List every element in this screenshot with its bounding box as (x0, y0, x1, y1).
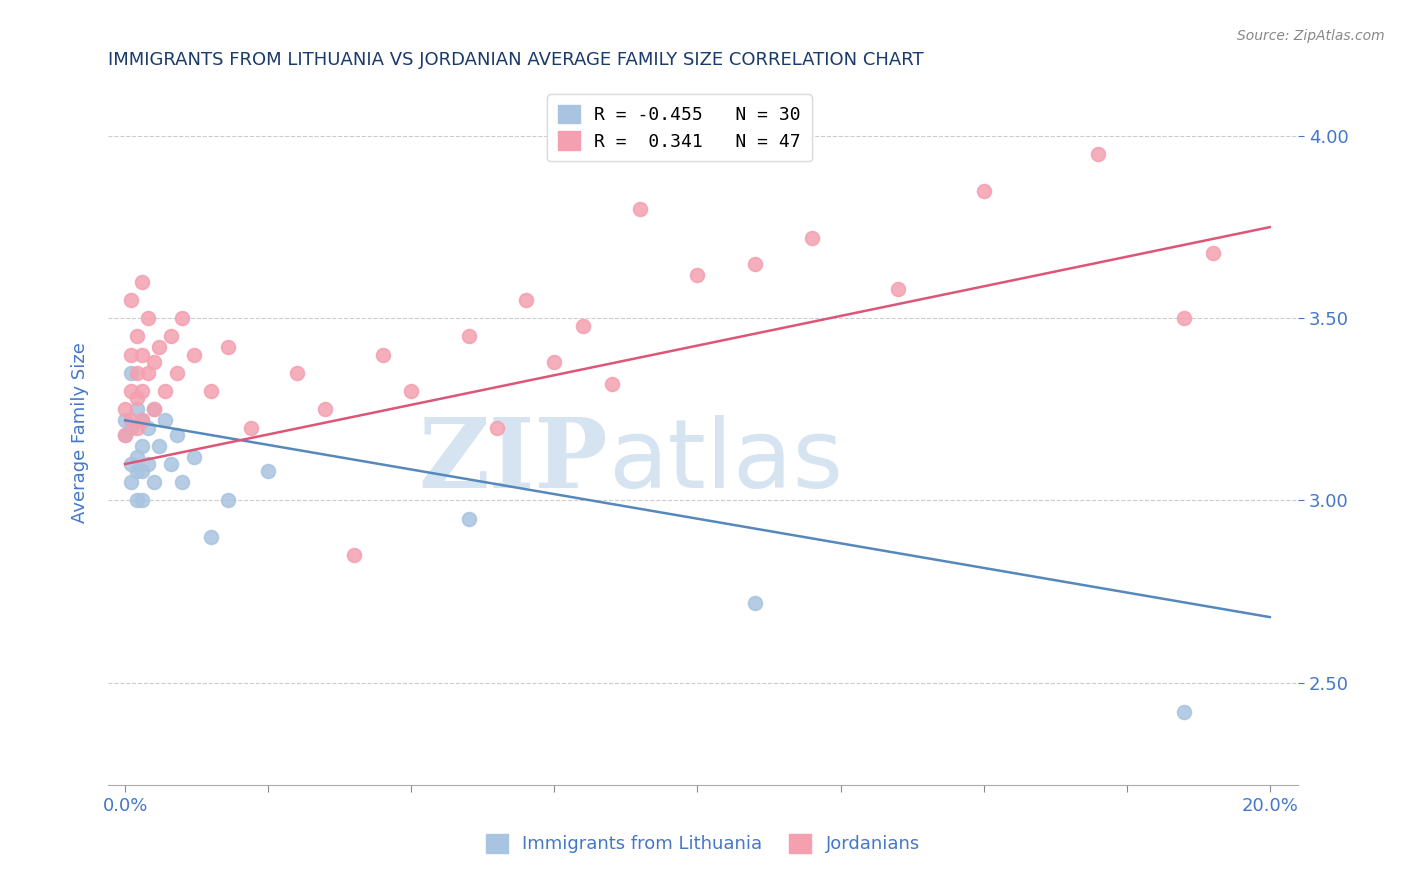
Point (200, 530, 222, 544)
Point (887, 282, 910, 296)
Point (172, 311, 194, 326)
Text: atlas: atlas (607, 415, 844, 508)
Point (1201, 245, 1223, 260)
Text: IMMIGRANTS FROM LITHUANIA VS JORDANIAN AVERAGE FAMILY SIZE CORRELATION CHART: IMMIGRANTS FROM LITHUANIA VS JORDANIAN A… (108, 51, 924, 69)
Y-axis label: Average Family Size: Average Family Size (72, 343, 89, 524)
Point (166, 428, 188, 442)
Point (142, 402, 165, 417)
Point (600, 376, 623, 391)
Point (973, 184, 995, 198)
Point (131, 464, 153, 478)
Point (401, 384, 423, 398)
Point (125, 402, 148, 417)
Point (125, 464, 148, 478)
Text: ZIP: ZIP (419, 414, 607, 508)
Point (257, 464, 280, 478)
Point (142, 355, 165, 369)
Point (240, 420, 263, 434)
Point (155, 384, 177, 398)
Point (314, 402, 336, 417)
Point (686, 268, 709, 282)
Point (1087, 147, 1109, 161)
Point (343, 548, 366, 562)
Point (125, 450, 148, 464)
Point (183, 348, 205, 362)
Point (120, 457, 142, 471)
Point (120, 420, 142, 434)
Point (120, 293, 142, 307)
Point (457, 329, 479, 343)
Point (125, 493, 148, 508)
Point (142, 402, 165, 417)
Point (543, 355, 565, 369)
Point (155, 413, 177, 427)
Point (136, 420, 159, 434)
Point (572, 318, 595, 333)
Point (131, 413, 153, 427)
Point (131, 275, 153, 289)
Point (800, 231, 823, 245)
Point (160, 329, 183, 343)
Point (136, 366, 159, 380)
Point (136, 311, 159, 326)
Legend: R = -0.455   N = 30, R =  0.341   N = 47: R = -0.455 N = 30, R = 0.341 N = 47 (547, 94, 811, 161)
Point (217, 493, 239, 508)
Point (744, 595, 766, 609)
Point (120, 413, 142, 427)
Point (120, 348, 142, 362)
Point (486, 420, 509, 434)
Point (744, 256, 766, 270)
Point (125, 420, 148, 434)
Point (114, 413, 136, 427)
Point (148, 340, 170, 354)
Point (217, 340, 239, 354)
Point (628, 202, 651, 216)
Point (200, 384, 222, 398)
Point (114, 428, 136, 442)
Point (136, 457, 159, 471)
Point (120, 475, 142, 490)
Point (125, 392, 148, 406)
Point (1173, 705, 1195, 719)
Point (172, 475, 194, 490)
Point (285, 366, 308, 380)
Point (125, 329, 148, 343)
Point (131, 493, 153, 508)
Point (148, 439, 170, 453)
Point (183, 450, 205, 464)
Point (1173, 311, 1195, 326)
Point (166, 366, 188, 380)
Point (131, 413, 153, 427)
Point (120, 366, 142, 380)
Point (142, 475, 165, 490)
Point (515, 293, 537, 307)
Point (131, 439, 153, 453)
Legend: Immigrants from Lithuania, Jordanians: Immigrants from Lithuania, Jordanians (479, 827, 927, 861)
Point (120, 384, 142, 398)
Point (131, 348, 153, 362)
Point (457, 512, 479, 526)
Point (371, 348, 394, 362)
Point (131, 384, 153, 398)
Text: Source: ZipAtlas.com: Source: ZipAtlas.com (1237, 29, 1385, 43)
Point (114, 428, 136, 442)
Point (160, 457, 183, 471)
Point (125, 366, 148, 380)
Point (114, 402, 136, 417)
